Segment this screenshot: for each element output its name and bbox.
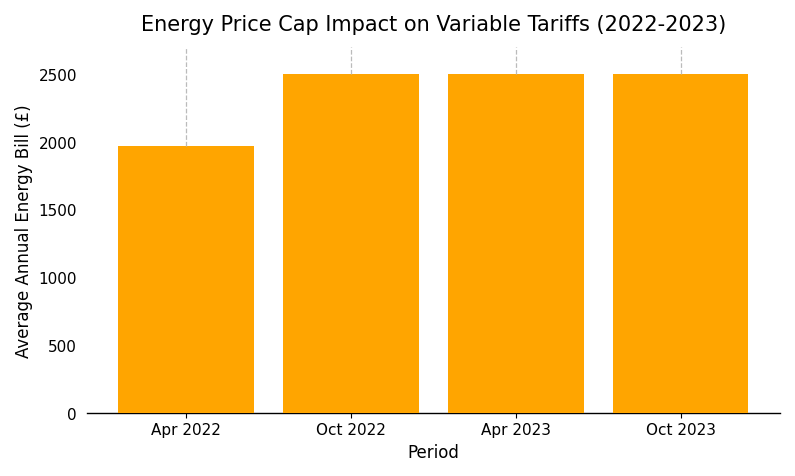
Bar [448, 75, 584, 413]
Bar [613, 75, 748, 413]
Bar [118, 146, 254, 413]
Bar [283, 75, 418, 413]
Title: Energy Price Cap Impact on Variable Tariffs (2022-2023): Energy Price Cap Impact on Variable Tari… [141, 15, 726, 35]
Y-axis label: Average Annual Energy Bill (£): Average Annual Energy Bill (£) [15, 104, 33, 357]
X-axis label: Period: Period [408, 443, 460, 461]
